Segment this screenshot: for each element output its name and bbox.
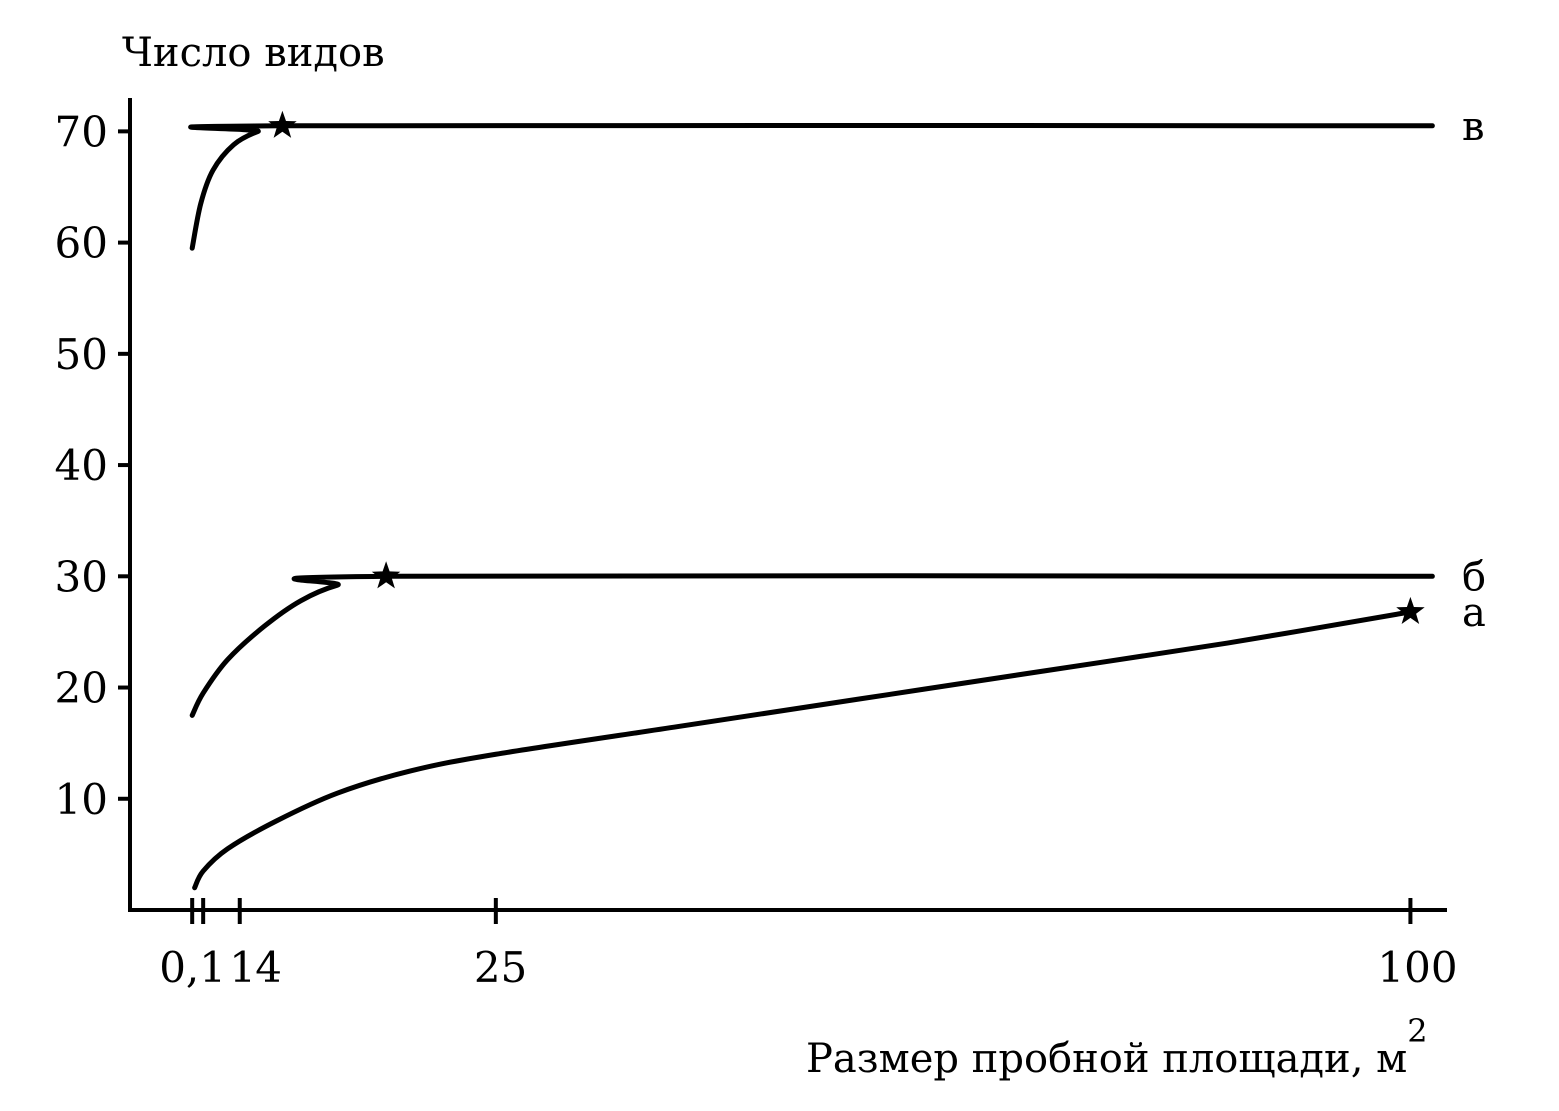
y-tick-label: 50 [55, 330, 108, 379]
x-axis-title-superscript: 2 [1407, 1012, 1427, 1050]
star-marker-в [268, 110, 297, 138]
x-tick-label: 25 [474, 943, 527, 992]
series-group [188, 110, 1435, 891]
star-marker-а [1396, 596, 1425, 624]
y-tick-label: 40 [55, 441, 108, 490]
series-line-в [188, 122, 1435, 251]
y-tick-label: 20 [55, 664, 108, 713]
y-tick-label: 30 [55, 552, 108, 601]
series-label-в: в [1462, 104, 1485, 150]
axes [128, 98, 1447, 912]
y-ticks: 10 20 30 40 50 60 70 [55, 107, 130, 824]
y-tick-label: 60 [55, 219, 108, 268]
x-tick-label: 4 [255, 943, 282, 992]
x-axis-title: Размер пробной площади, м2 [806, 1012, 1428, 1082]
x-axis-title-text: Размер пробной площади, м [806, 1036, 1407, 1082]
series-line-а [192, 609, 1413, 891]
x-tick-label: 0,1 [159, 943, 226, 992]
y-tick-label: 70 [55, 107, 108, 156]
x-tick-label: 1 [229, 943, 256, 992]
x-ticks: 0,1 1 4 25 100 [159, 898, 1458, 992]
series-label-б: б [1462, 554, 1486, 600]
star-marker-б [371, 561, 401, 589]
series-line-б [189, 573, 1435, 718]
y-tick-label: 10 [55, 775, 108, 824]
series-tags: аб в [1462, 104, 1486, 636]
x-tick-label: 100 [1377, 943, 1457, 992]
y-axis-title: Число видов [122, 30, 385, 76]
series-label-а: а [1462, 590, 1486, 636]
